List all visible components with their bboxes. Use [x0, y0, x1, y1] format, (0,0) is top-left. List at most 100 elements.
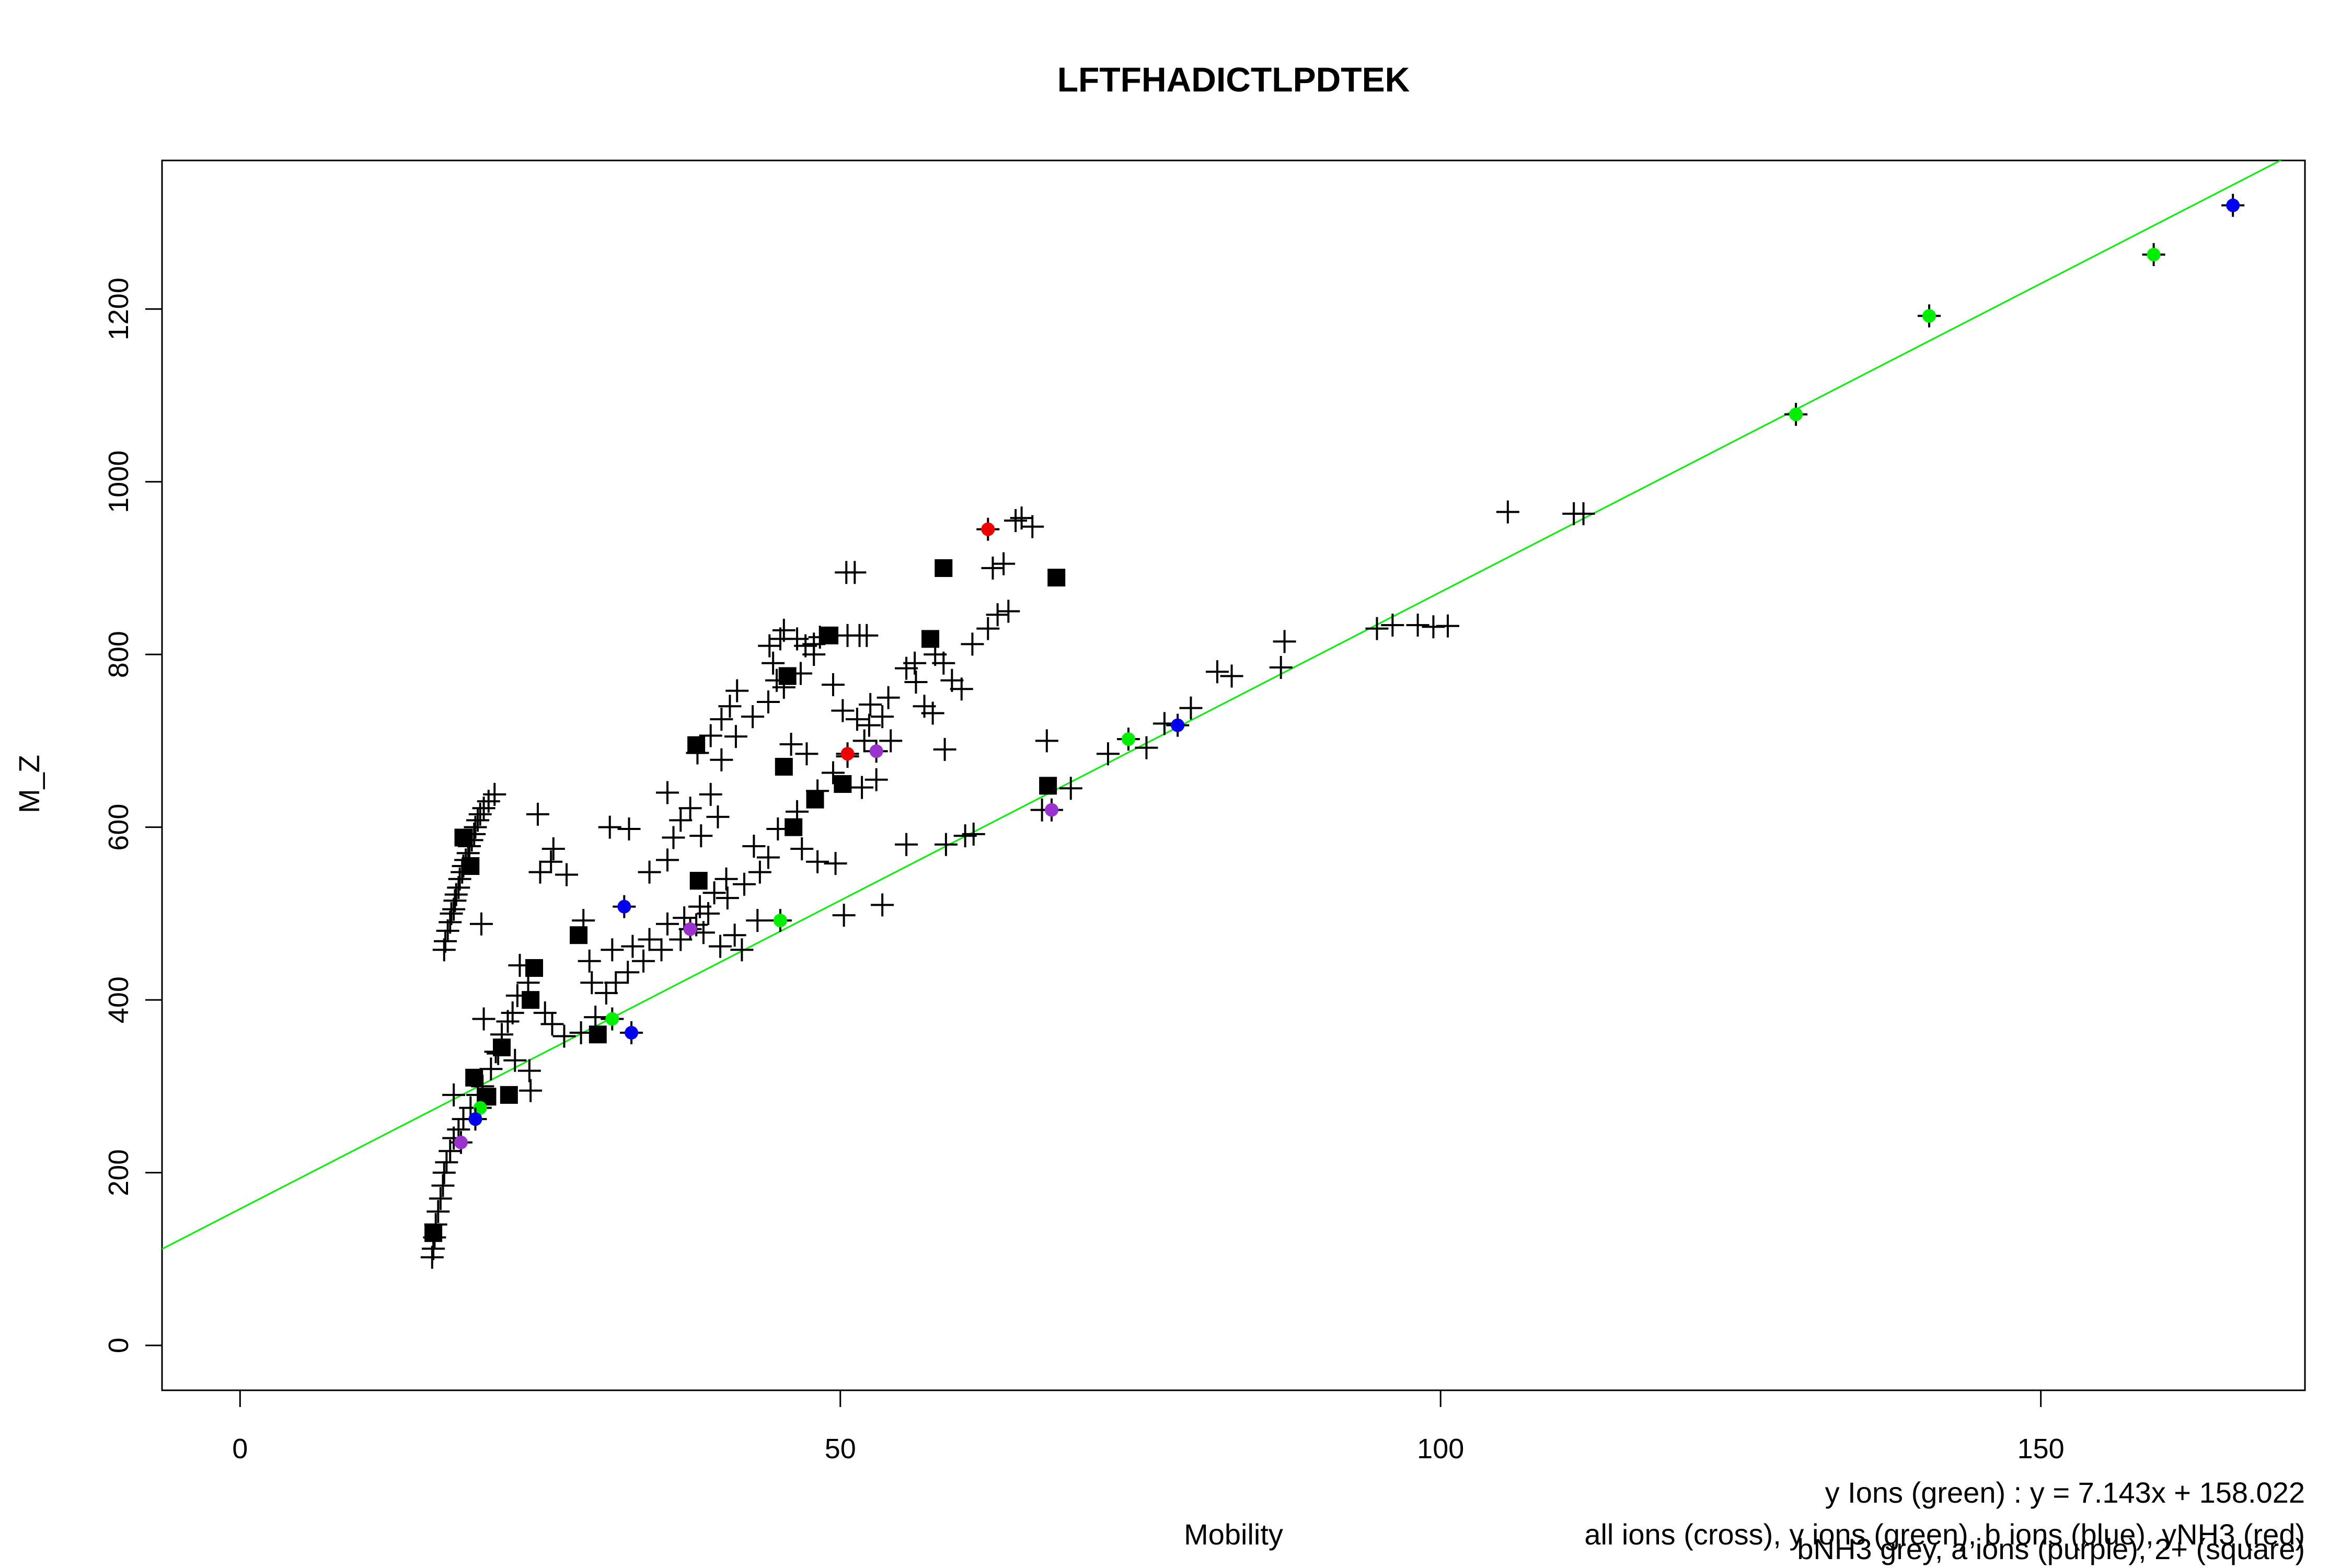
data-point-cross — [831, 699, 855, 722]
data-point-cross — [986, 603, 1009, 627]
data-point-cross — [699, 724, 722, 747]
x-tick-label: 150 — [2017, 1433, 2065, 1465]
data-point-cross — [673, 906, 696, 930]
data-point-cross — [662, 826, 685, 849]
data-point-cross — [779, 733, 803, 756]
data-point-dot — [1117, 728, 1140, 751]
data-point-cross — [762, 651, 785, 675]
data-point-cross — [555, 863, 579, 886]
data-point-cross — [472, 1007, 495, 1031]
data-point-cross — [578, 949, 601, 973]
data-point-square — [462, 857, 480, 875]
data-point-cross — [1059, 777, 1082, 800]
data-point-cross — [1572, 502, 1595, 525]
data-point-cross — [981, 556, 1005, 580]
data-point-cross — [517, 1059, 541, 1082]
data-point-square — [921, 630, 940, 648]
data-point-cross — [741, 705, 765, 729]
data-point-cross — [616, 961, 640, 984]
data-point-cross — [857, 713, 881, 737]
data-point-square — [522, 991, 540, 1009]
data-point-cross — [709, 935, 732, 958]
y-tick-label: 800 — [103, 631, 134, 678]
x-axis: 0 50 100 150 — [232, 1390, 2065, 1465]
data-point-cross — [997, 599, 1020, 623]
data-point-square — [525, 959, 544, 977]
data-point-cross — [1365, 617, 1389, 640]
data-point-cross — [1269, 655, 1293, 679]
data-point-cross — [552, 1024, 576, 1048]
data-point-cross — [1205, 660, 1229, 684]
data-point-cross — [879, 729, 903, 753]
data-point-cross — [724, 725, 747, 748]
data-point-cross — [539, 850, 563, 873]
data-point-cross — [431, 1174, 455, 1197]
x-axis-title: Mobility — [1184, 1518, 1283, 1551]
data-point-dot — [601, 1007, 624, 1031]
data-point-dot — [464, 1108, 487, 1131]
data-point-square — [834, 775, 852, 793]
data-point-cross — [961, 632, 984, 656]
data-point-cross — [429, 1187, 452, 1210]
data-point-dot — [2142, 243, 2165, 267]
data-point-cross — [852, 729, 876, 753]
data-point-cross — [503, 1048, 527, 1072]
data-point-cross — [638, 928, 661, 951]
data-point-cross — [432, 1161, 456, 1184]
data-point-cross — [699, 782, 722, 806]
data-point-square — [589, 1025, 607, 1044]
data-point-cross — [426, 1200, 450, 1223]
legend-note-line-1: all ions (cross), y ions (green), b ions… — [1584, 1518, 2305, 1551]
data-point-cross — [604, 971, 628, 995]
chart-title: LFTFHADICTLPDTEK — [1057, 60, 1410, 99]
data-point-cross — [772, 618, 795, 642]
data-point-cross — [806, 850, 829, 873]
y-tick-label: 400 — [103, 976, 134, 1023]
data-point-cross — [850, 776, 874, 799]
legend-note-line-2: bNH3 grey, a ions (purple), 2+ (square) — [1797, 1532, 2305, 1565]
data-point-cross — [921, 701, 944, 725]
data-point-cross — [845, 708, 869, 731]
data-point-cross — [656, 912, 679, 936]
data-point-square — [775, 757, 793, 776]
data-point-cross — [669, 928, 693, 951]
data-point-cross — [594, 981, 618, 1005]
data-point-cross — [483, 782, 506, 806]
data-point-cross — [725, 679, 749, 702]
data-point-square — [689, 872, 708, 890]
data-point-cross — [1004, 509, 1028, 533]
data-point-square — [493, 1039, 511, 1057]
fit-equation-note: y Ions (green) : y = 7.143x + 158.022 — [1825, 1476, 2305, 1509]
data-point-cross — [1496, 500, 1519, 524]
data-point-cross — [824, 852, 847, 875]
data-point-cross — [976, 617, 1000, 640]
data-point-square — [935, 559, 953, 577]
data-point-cross — [656, 781, 679, 804]
data-point-dot — [1918, 304, 1941, 328]
data-point-cross — [442, 1083, 466, 1106]
data-point-cross — [702, 881, 726, 905]
data-point-cross — [871, 705, 894, 729]
x-tick-label: 0 — [232, 1433, 248, 1465]
data-point-cross — [632, 949, 655, 973]
data-point-cross — [440, 902, 463, 925]
data-point-cross — [718, 695, 742, 718]
data-point-cross — [1035, 729, 1058, 753]
y-tick-label: 1200 — [103, 278, 134, 340]
data-point-dot — [768, 909, 792, 932]
data-point-cross — [468, 802, 492, 826]
data-point-cross — [1273, 630, 1296, 653]
data-point-square — [1039, 777, 1057, 795]
data-point-cross — [855, 624, 879, 647]
data-point-cross — [934, 833, 958, 856]
data-point-square — [424, 1224, 443, 1242]
x-tick-label: 100 — [1417, 1433, 1464, 1465]
data-point-cross — [877, 686, 900, 709]
data-point-cross — [638, 860, 661, 884]
data-point-cross — [617, 817, 641, 840]
data-point-cross — [795, 742, 818, 766]
data-point-dot — [678, 917, 702, 941]
data-point-cross — [1096, 742, 1120, 766]
data-point-cross — [669, 809, 693, 832]
data-point-cross — [1220, 664, 1243, 688]
